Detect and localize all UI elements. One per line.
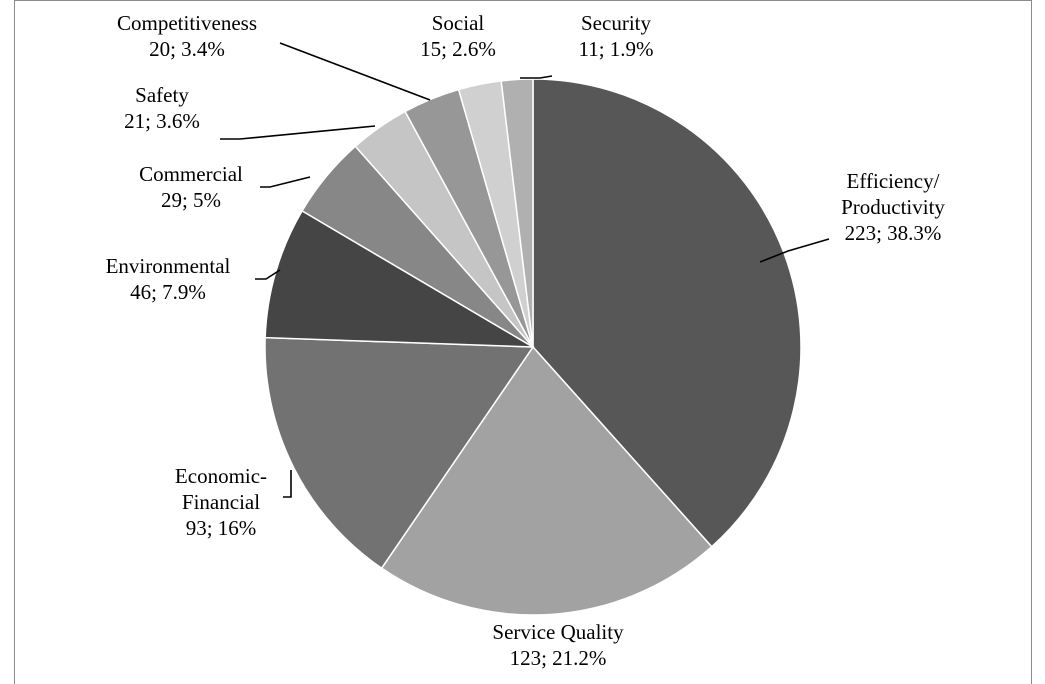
data-label-category: Economic- (175, 464, 267, 488)
data-label-category: Service Quality (492, 620, 624, 644)
leader-line (520, 75, 553, 79)
pie-slices (264, 78, 802, 616)
data-label-category: Security (581, 11, 651, 35)
data-label-category: Competitiveness (117, 11, 257, 35)
data-label-value: 20; 3.4% (149, 37, 225, 61)
data-label-value: 223; 38.3% (845, 221, 942, 245)
data-label-category: Financial (182, 490, 260, 514)
data-label-value: 46; 7.9% (130, 280, 206, 304)
data-label-category: Efficiency/ (847, 169, 940, 193)
leader-line (283, 470, 292, 498)
pie-slice-security (500, 78, 534, 348)
pie-slice-economic-financial (264, 336, 535, 570)
pie-slice-service-quality (380, 345, 713, 616)
data-label-category: Commercial (139, 162, 243, 186)
pie-slice-efficiency-productivity (532, 78, 802, 548)
leader-line (759, 238, 830, 263)
data-label-category: Environmental (106, 254, 231, 278)
leader-lines (220, 42, 830, 498)
leader-line (279, 42, 431, 101)
leader-line (255, 269, 281, 280)
data-label-category: Productivity (841, 195, 945, 219)
leader-line (220, 125, 376, 140)
data-label-value: 93; 16% (186, 516, 257, 540)
data-label-category: Safety (135, 83, 189, 107)
data-label-value: 15; 2.6% (420, 37, 496, 61)
data-label-value: 21; 3.6% (124, 109, 200, 133)
data-label-value: 11; 1.9% (578, 37, 653, 61)
data-label-value: 123; 21.2% (510, 646, 607, 670)
leader-line (260, 176, 311, 188)
data-label-category: Social (432, 11, 485, 35)
data-label-value: 29; 5% (161, 188, 221, 212)
